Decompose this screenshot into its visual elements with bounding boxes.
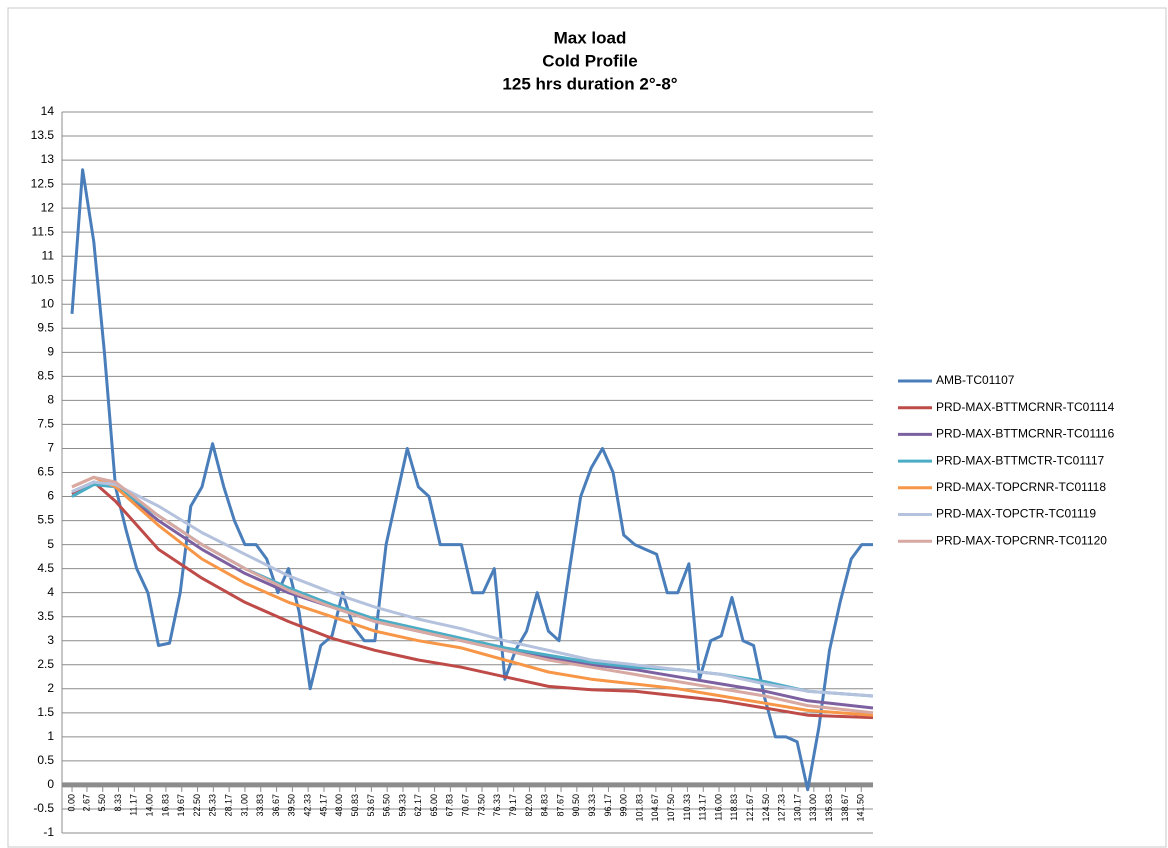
y-tick-label: 10.5 <box>31 272 55 286</box>
x-tick-label: 53.67 <box>366 794 376 817</box>
x-tick-label: 121.67 <box>745 794 755 822</box>
x-tick-label: 101.83 <box>634 794 644 822</box>
y-tick-label: 8 <box>47 393 54 407</box>
chart-title: 125 hrs duration 2°-8° <box>502 74 677 93</box>
x-tick-label: 16.83 <box>160 794 170 817</box>
y-tick-label: 8.5 <box>37 369 54 383</box>
x-tick-label: 25.33 <box>208 794 218 817</box>
x-tick-label: 93.33 <box>587 794 597 817</box>
x-tick-label: 19.67 <box>176 794 186 817</box>
y-tick-label: 11.5 <box>32 224 55 238</box>
x-tick-label: 138.67 <box>840 794 850 822</box>
x-tick-label: 73.50 <box>476 794 486 817</box>
chart-frame <box>7 7 1167 848</box>
legend-label: PRD-MAX-BTTMCTR-TC01117 <box>936 453 1105 467</box>
x-tick-label: 79.17 <box>508 794 518 817</box>
legend-label: AMB-TC01107 <box>936 373 1015 387</box>
x-tick-label: 22.50 <box>192 794 202 817</box>
y-tick-label: 2.5 <box>37 657 54 671</box>
y-tick-label: 5 <box>47 537 54 551</box>
y-tick-label: 3 <box>47 633 54 647</box>
series-line <box>71 475 874 717</box>
chart-title: Cold Profile <box>542 51 637 70</box>
x-tick-label: 67.83 <box>445 794 455 817</box>
x-tick-label: 50.83 <box>350 794 360 817</box>
x-tick-label: 124.50 <box>761 794 771 822</box>
x-tick-label: 36.67 <box>271 794 281 817</box>
x-tick-label: 33.83 <box>255 794 265 817</box>
x-tick-label: 39.50 <box>287 794 297 817</box>
y-tick-label: 2 <box>47 681 54 695</box>
x-tick-label: 5.50 <box>97 794 107 812</box>
y-tick-label: 3.5 <box>37 609 54 623</box>
series-line <box>71 475 874 715</box>
x-tick-label: 59.33 <box>397 794 407 817</box>
x-tick-label: 11.17 <box>129 794 139 816</box>
x-tick-label: 56.50 <box>382 794 392 817</box>
x-tick-label: 96.17 <box>603 794 613 817</box>
y-tick-label: 9.5 <box>37 320 54 334</box>
y-tick-label: 10 <box>41 296 55 310</box>
y-tick-label: 1 <box>47 729 54 743</box>
x-tick-label: 65.00 <box>429 794 439 817</box>
x-tick-label: 135.83 <box>824 794 834 822</box>
series-line <box>71 480 874 698</box>
x-tick-label: 76.33 <box>492 794 502 817</box>
y-tick-label: 13.5 <box>31 128 55 142</box>
x-tick-label: 84.83 <box>540 794 550 817</box>
x-tick-label: 48.00 <box>334 794 344 817</box>
x-tick-label: 42.33 <box>303 794 313 817</box>
x-tick-label: 113.17 <box>698 794 708 821</box>
legend-label: PRD-MAX-BTTMCRNR-TC01114 <box>936 400 1115 414</box>
y-tick-label: 11 <box>42 248 55 262</box>
chart-title: Max load <box>554 28 627 47</box>
y-tick-label: 5.5 <box>37 513 54 527</box>
x-tick-label: 14.00 <box>145 794 155 817</box>
y-tick-label: -0.5 <box>33 801 54 815</box>
legend-label: PRD-MAX-TOPCRNR-TC01118 <box>936 480 1106 494</box>
x-tick-label: 116.00 <box>713 794 723 821</box>
x-tick-label: 2.67 <box>81 794 91 812</box>
x-tick-label: 0.00 <box>66 794 76 812</box>
legend-label: PRD-MAX-TOPCTR-TC01119 <box>936 507 1096 521</box>
y-tick-label: 1.5 <box>37 705 54 719</box>
y-tick-label: 0 <box>47 777 54 791</box>
x-tick-label: 118.83 <box>729 794 739 821</box>
x-tick-label: 130.17 <box>792 794 802 822</box>
x-tick-label: 28.17 <box>224 794 234 817</box>
legend-label: PRD-MAX-BTTMCRNR-TC01116 <box>936 427 1115 441</box>
x-tick-label: 82.00 <box>524 794 534 817</box>
x-tick-label: 87.67 <box>555 794 565 817</box>
y-tick-label: 0.5 <box>37 753 54 767</box>
x-tick-label: 45.17 <box>318 794 328 817</box>
y-tick-label: 4 <box>47 585 54 599</box>
y-tick-label: 12 <box>41 200 55 214</box>
y-tick-label: 4.5 <box>37 561 54 575</box>
y-tick-label: 13 <box>41 152 55 166</box>
y-tick-label: 6 <box>47 489 54 503</box>
x-tick-label: 127.33 <box>777 794 787 822</box>
x-tick-label: 8.33 <box>113 794 123 812</box>
y-tick-label: 7.5 <box>37 417 54 431</box>
y-tick-label: -1 <box>43 825 54 839</box>
x-tick-label: 31.00 <box>239 794 249 817</box>
x-tick-label: 133.00 <box>808 794 818 822</box>
x-tick-label: 90.50 <box>571 794 581 817</box>
legend-label: PRD-MAX-TOPCRNR-TC01120 <box>936 533 1107 547</box>
y-tick-label: 9 <box>47 345 54 359</box>
x-tick-label: 104.67 <box>650 794 660 822</box>
x-tick-label: 62.17 <box>413 794 423 817</box>
series-line <box>71 480 874 720</box>
series-line <box>70 168 873 792</box>
x-tick-label: 107.50 <box>666 794 676 822</box>
y-tick-label: 7 <box>47 441 54 455</box>
y-tick-label: 14 <box>41 104 55 118</box>
x-tick-label: 70.67 <box>461 794 471 817</box>
y-tick-label: 12.5 <box>31 176 55 190</box>
y-tick-label: 6.5 <box>37 465 54 479</box>
x-tick-label: 99.00 <box>619 794 629 817</box>
x-tick-label: 110.33 <box>682 794 692 821</box>
x-tick-label: 141.50 <box>856 794 866 822</box>
